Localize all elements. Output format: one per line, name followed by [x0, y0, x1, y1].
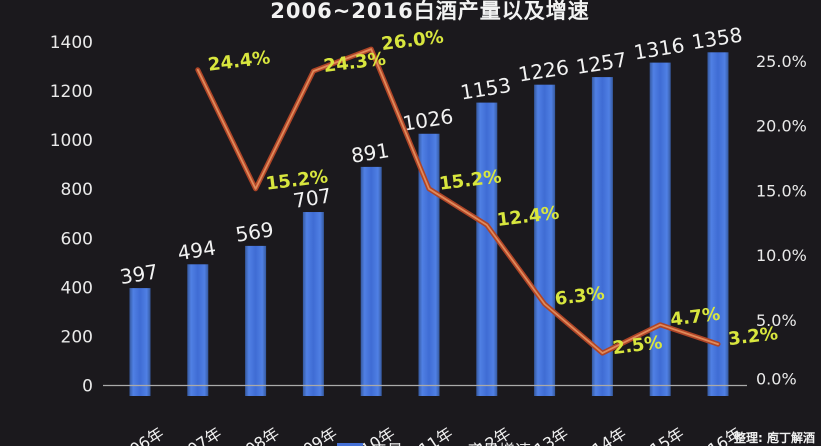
- bar-2009年: [302, 212, 324, 396]
- bar-value-label: 494: [176, 236, 217, 266]
- legend-label-growth: 产量增速: [467, 437, 531, 446]
- x-axis-label-2008年: 2008年: [225, 423, 283, 446]
- right-axis-tick: 10.0%: [756, 246, 807, 265]
- bar-value-label: 1257: [574, 47, 628, 79]
- left-axis-tick: 1400: [50, 33, 93, 53]
- bar-value-label: 569: [234, 217, 275, 247]
- bar-value-label: 1316: [632, 33, 686, 65]
- left-axis-tick: 200: [61, 327, 93, 347]
- chart-legend: 产量 产量增速: [337, 437, 531, 446]
- bar-2015年: [649, 62, 671, 397]
- growth-line-highlight: [196, 48, 719, 354]
- bar-2014年: [591, 77, 613, 397]
- right-axis-tick: 0.0%: [756, 370, 797, 389]
- bar-value-label: 707: [292, 183, 333, 213]
- bar-2016年: [707, 52, 729, 397]
- growth-point-label: 24.4%: [207, 47, 272, 75]
- left-axis-tick: 600: [61, 229, 93, 249]
- bar-value-label: 891: [349, 138, 390, 168]
- right-axis-tick: 15.0%: [756, 181, 807, 200]
- x-axis-label-2007年: 2007年: [167, 423, 225, 446]
- bar-2008年: [245, 245, 267, 396]
- bar-2012年: [476, 102, 498, 396]
- x-axis-label-2014年: 2014年: [572, 423, 630, 446]
- right-axis-tick: 20.0%: [756, 117, 807, 136]
- left-axis-tick: 0: [82, 377, 93, 397]
- growth-line: [195, 46, 721, 356]
- left-axis-tick: 1000: [50, 131, 93, 151]
- bar-2011年: [418, 133, 440, 397]
- right-axis-tick: 5.0%: [756, 311, 797, 330]
- bar-2007年: [187, 264, 209, 396]
- x-axis-label-2006年: 2006年: [109, 423, 167, 446]
- left-axis-tick: 1200: [50, 82, 93, 102]
- bar-2010年: [360, 166, 382, 396]
- legend-bar-swatch: [337, 442, 363, 446]
- left-axis-tick: 400: [61, 278, 93, 298]
- bar-2006年: [129, 288, 151, 396]
- x-axis-label-2009年: 2009年: [283, 423, 341, 446]
- legend-label-production: 产量: [371, 437, 403, 446]
- growth-point-label: 26.0%: [380, 27, 445, 55]
- bar-value-label: 397: [118, 259, 159, 289]
- bar-value-label: 1153: [459, 73, 513, 105]
- right-axis-tick: 25.0%: [756, 52, 807, 71]
- bar-2013年: [534, 84, 556, 397]
- bar-value-label: 1358: [690, 23, 744, 55]
- source-credit: 整理: 庖丁解酒: [734, 431, 815, 445]
- bar-value-label: 1226: [516, 55, 570, 87]
- growth-point-label: 24.3%: [322, 49, 387, 77]
- x-axis-label-2015年: 2015年: [629, 423, 687, 446]
- left-axis-tick: 800: [61, 180, 93, 200]
- bar-value-label: 1026: [401, 104, 455, 136]
- chart-title: 2006~2016白酒产量以及增速: [270, 0, 590, 23]
